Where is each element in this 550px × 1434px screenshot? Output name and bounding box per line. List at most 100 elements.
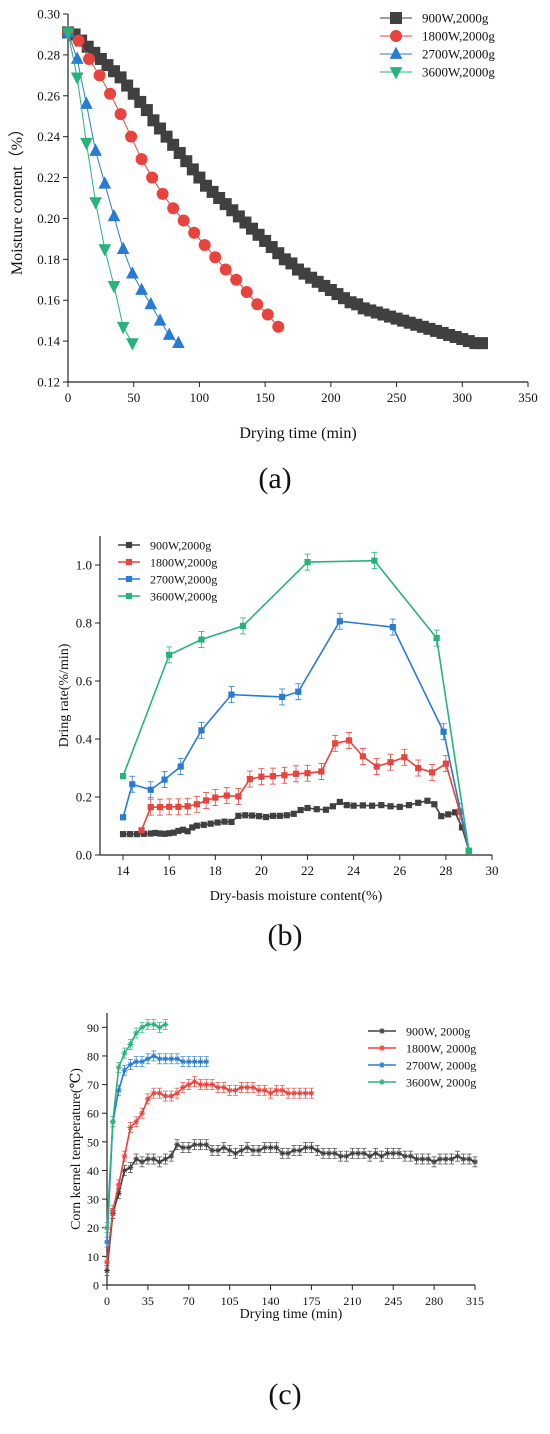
legend-marker — [379, 1079, 385, 1085]
data-point — [219, 263, 232, 276]
data-point — [186, 163, 199, 176]
x-tick-label: 280 — [425, 1294, 443, 1308]
data-point — [70, 72, 84, 85]
data-point — [126, 831, 134, 838]
data-point — [119, 814, 127, 821]
series-line — [106, 1143, 476, 1271]
data-point — [133, 831, 140, 838]
y-tick-label: 0.6 — [76, 674, 93, 689]
data-point — [188, 226, 201, 239]
x-tick-label: 300 — [453, 390, 473, 405]
legend: 900W,2000g 1800W,2000g 2700W,2000g 3600W,20… — [118, 539, 217, 604]
y-tick-label: 0 — [93, 1279, 99, 1293]
y-tick-label: 1.0 — [76, 558, 92, 573]
chart-panel-b: 14 16 18 20 22 24 26 28 30 0.0 0.2 0.4 0.6 0.8 1.0 Dry-… — [57, 536, 499, 952]
data-point — [396, 803, 403, 810]
legend-marker — [379, 1045, 385, 1051]
data-point — [261, 308, 274, 321]
legend-label: 3600W,2000g — [150, 590, 217, 604]
data-point — [80, 137, 93, 151]
data-point — [219, 198, 232, 211]
data-point — [235, 812, 242, 819]
y-tick-label: 0.2 — [76, 790, 92, 805]
data-point — [322, 806, 330, 813]
series-1800w-2000g — [62, 26, 285, 333]
series-line — [106, 1080, 312, 1263]
data-point — [343, 802, 350, 809]
data-point — [80, 96, 93, 109]
data-point — [135, 153, 148, 166]
data-point — [228, 818, 235, 826]
data-point — [193, 171, 206, 184]
data-point — [209, 251, 222, 264]
y-tick-label: 60 — [87, 1107, 99, 1121]
y-axis-title: Moisture content（%） — [8, 121, 26, 275]
series-900w-2000g — [104, 1139, 478, 1277]
data-point — [232, 210, 245, 223]
data-point — [89, 197, 102, 210]
data-point — [83, 52, 96, 65]
x-tick-label: 0 — [104, 1294, 110, 1308]
data-point — [249, 812, 256, 819]
legend-marker — [125, 592, 133, 600]
data-point — [167, 202, 180, 215]
y-tick-label: 0.30 — [37, 7, 60, 22]
data-point — [138, 827, 145, 834]
data-point — [285, 257, 298, 270]
legend-label: 1800W, 2000g — [406, 1042, 476, 1056]
data-point — [313, 806, 320, 813]
data-point — [262, 813, 270, 821]
data-point — [119, 773, 127, 780]
data-point — [207, 820, 214, 827]
legend-marker — [379, 1062, 385, 1068]
x-tick-label: 50 — [127, 390, 140, 405]
data-point — [108, 65, 120, 78]
y-tick-label: 0.14 — [37, 334, 60, 349]
legend-marker — [390, 12, 402, 24]
legend-marker — [379, 1028, 385, 1034]
data-point — [167, 138, 180, 151]
data-point — [147, 114, 160, 127]
series-3600w-2000g — [119, 552, 473, 854]
data-point — [438, 813, 445, 820]
data-point — [431, 801, 438, 808]
series-1800w-2000g — [104, 1076, 315, 1268]
data-point — [226, 204, 239, 217]
legend-marker — [389, 46, 403, 59]
x-tick-label: 100 — [190, 390, 210, 405]
x-tick-label: 200 — [321, 390, 341, 405]
data-point — [304, 804, 311, 812]
y-tick-label: 80 — [87, 1049, 99, 1063]
y-tick-label: 90 — [87, 1021, 99, 1035]
y-tick-label: 0.8 — [76, 616, 92, 631]
data-point — [119, 831, 127, 838]
data-point — [72, 34, 85, 47]
data-point — [465, 847, 473, 854]
data-point — [272, 320, 285, 333]
data-point — [98, 244, 112, 257]
data-point — [359, 802, 366, 809]
y-tick-label: 40 — [87, 1164, 99, 1178]
legend-label: 1800W,2000g — [422, 29, 495, 44]
legend-label: 2700W,2000g — [422, 47, 495, 62]
y-tick-label: 10 — [87, 1250, 99, 1264]
data-point — [269, 812, 277, 819]
legend-label: 900W,2000g — [422, 11, 489, 26]
data-point — [265, 241, 278, 254]
data-point — [336, 798, 343, 806]
series-line — [67, 32, 133, 344]
data-point — [173, 147, 186, 160]
x-tick-label: 20 — [255, 863, 268, 878]
legend-label: 2700W, 2000g — [406, 1059, 476, 1073]
data-point — [239, 216, 252, 229]
data-point — [116, 321, 130, 335]
x-tick-label: 175 — [302, 1294, 320, 1308]
series-2700w-2000g — [119, 612, 473, 854]
data-point — [200, 179, 212, 192]
x-axis-title: Drying time (min) — [240, 1307, 343, 1322]
panel-label: (a) — [258, 462, 291, 495]
data-point — [98, 176, 112, 189]
legend-marker — [125, 558, 133, 566]
x-tick-label: 16 — [163, 863, 177, 878]
